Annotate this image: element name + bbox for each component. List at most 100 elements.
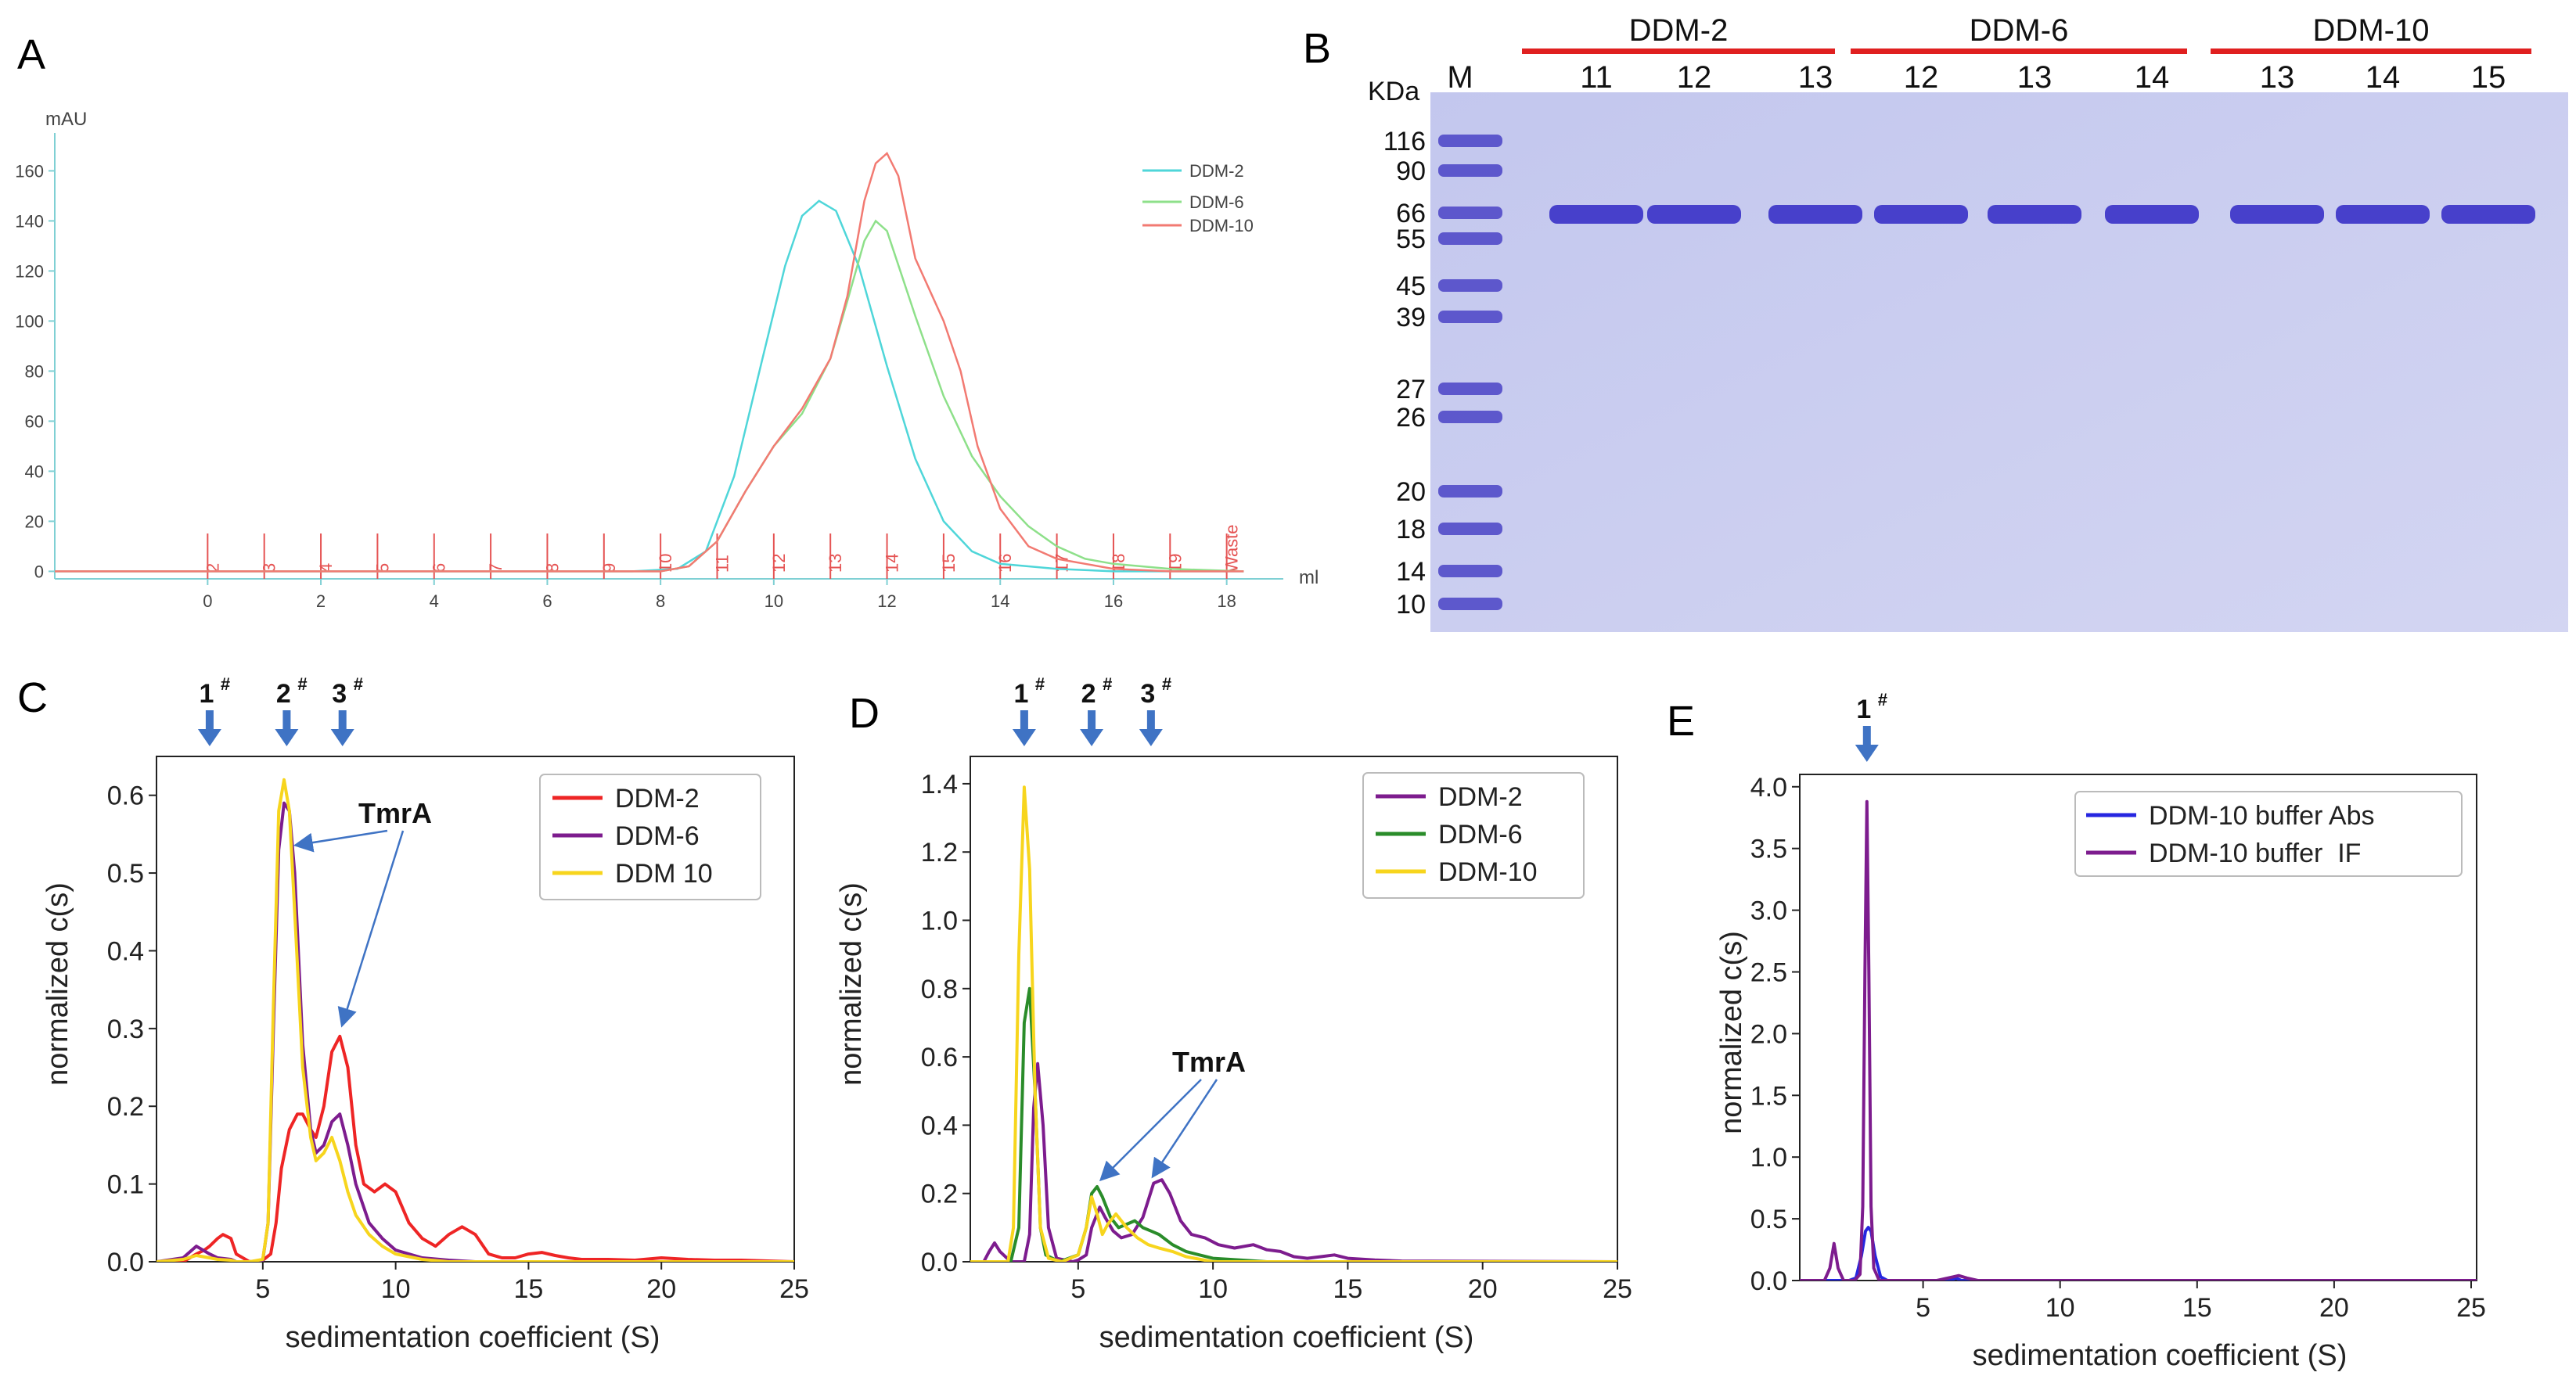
panel-d-ytick-label: 0.4 xyxy=(921,1111,958,1141)
panel-d-marker-sup: # xyxy=(1035,674,1045,694)
panel-e-ytick-label: 2.0 xyxy=(1750,1019,1787,1049)
gel-lane-label: 14 xyxy=(2366,60,2401,95)
panel-d-annotation-label: TmrA xyxy=(1172,1046,1246,1078)
gel-marker-size-label: 66 xyxy=(1396,199,1426,228)
panel-d-marker-label: 2 xyxy=(1081,679,1096,709)
panel-a-fraction-label: 5 xyxy=(372,563,392,573)
panel-e-xtick-label: 15 xyxy=(2182,1293,2212,1323)
gel-group-label: DDM-2 xyxy=(1629,13,1729,48)
panel-e-ytick-label: 0.5 xyxy=(1750,1205,1787,1234)
gel-protein-band xyxy=(2230,205,2324,224)
panel-c-marker-sup: # xyxy=(354,674,363,694)
panel-d-marker-arrow-shaft xyxy=(1146,710,1155,731)
panel-d-marker-arrow-head xyxy=(1080,729,1104,746)
panel-a-legend-label-2: DDM-6 xyxy=(1189,192,1244,212)
gel-lane-label: 14 xyxy=(2135,60,2170,95)
panel-a-xtick-label: 0 xyxy=(203,591,212,611)
gel-ladder-label: M xyxy=(1447,60,1473,95)
panel-e-legend-box xyxy=(2074,791,2463,877)
panel-a-chart: mAU ml DDM-2 DDM-6 DDM-10 02040608010012… xyxy=(15,109,1319,611)
gel-marker-size-label: 39 xyxy=(1396,303,1426,332)
gel-marker-size-label: 26 xyxy=(1396,403,1426,433)
gel-ladder-band xyxy=(1438,207,1502,219)
gel-ladder-band xyxy=(1438,279,1502,292)
panel-d-marker-label: 1 xyxy=(1013,679,1028,709)
panel-c-marker-arrow-shaft xyxy=(282,710,291,731)
panel-d-marker-arrow-head xyxy=(1012,729,1036,746)
panel-d-xtick-label: 20 xyxy=(1468,1274,1498,1304)
panel-d-marker-sup: # xyxy=(1103,674,1112,694)
panel-d-marker-label: 3 xyxy=(1140,679,1155,709)
panel-a-fraction-label: Waste xyxy=(1222,524,1242,573)
panel-c-legend: DDM-2 DDM-6 DDM 10 xyxy=(539,774,761,900)
panel-d-annotation-arrow xyxy=(1099,1079,1202,1182)
panel-c-xtick-label: 10 xyxy=(381,1274,411,1304)
panel-a-ytick-label: 60 xyxy=(25,411,44,431)
panel-d-marker-arrow-shaft xyxy=(1088,710,1096,731)
panel-a-xtick-label: 18 xyxy=(1217,591,1236,611)
panel-a-xtick-label: 4 xyxy=(430,591,439,611)
panel-c-marker-sup: # xyxy=(297,674,307,694)
panel-c-ytick-label: 0.5 xyxy=(107,859,144,889)
panel-d-ytick-label: 0.0 xyxy=(921,1248,958,1277)
panel-a-ytick-label: 0 xyxy=(34,562,44,581)
gel-protein-band xyxy=(1549,205,1643,224)
panel-d-ytick-label: 0.8 xyxy=(921,975,958,1004)
panel-c-annotation-arrow xyxy=(337,830,405,1028)
panel-a-xtick-label: 16 xyxy=(1104,591,1123,611)
gel-ladder-band xyxy=(1438,485,1502,498)
panel-a-fraction-label: 9 xyxy=(599,563,619,573)
gel-protein-band xyxy=(2441,205,2535,224)
panel-e-marker-arrow-shaft xyxy=(1862,726,1871,746)
gel-ladder-band xyxy=(1438,565,1502,577)
panel-c-marker-label: 3 xyxy=(332,679,347,709)
panel-e-xtick-label: 10 xyxy=(2045,1293,2075,1323)
panel-c-marker-label: 1 xyxy=(199,679,214,709)
gel-group-bar xyxy=(1851,48,2187,54)
gel-group-bar xyxy=(2211,48,2531,54)
panel-d-ytick-label: 1.0 xyxy=(921,907,958,936)
panel-d-xtick-label: 15 xyxy=(1333,1274,1363,1304)
panel-d-ylabel: normalized c(s) xyxy=(835,882,868,1086)
panel-a-ytick-label: 160 xyxy=(15,161,44,181)
panel-c-marker-label: 2 xyxy=(276,679,291,709)
panel-label-e: E xyxy=(1667,698,1695,745)
panel-e-marker-arrow-head xyxy=(1855,745,1879,762)
gel-unit-label: KDa xyxy=(1368,77,1419,106)
panel-a-legend-label-1: DDM-2 xyxy=(1189,161,1244,181)
panel-a-fraction-label: 12 xyxy=(769,554,789,573)
panel-a-series-line-1 xyxy=(55,199,1244,573)
gel-marker-size-label: 18 xyxy=(1396,515,1426,544)
gel-ladder-band xyxy=(1438,383,1502,395)
gel-marker-size-label: 90 xyxy=(1396,156,1426,186)
panel-a-ytick-label: 140 xyxy=(15,211,44,231)
panel-e-chart: sedimentation coefficient (S) normalized… xyxy=(1715,690,2486,1372)
panel-c-marker-sup: # xyxy=(221,674,230,694)
gel-group-bar xyxy=(1522,48,1835,54)
panel-e-xlabel: sedimentation coefficient (S) xyxy=(1973,1339,2348,1372)
panel-label-c: C xyxy=(17,674,48,721)
panel-a-ytick-label: 20 xyxy=(25,512,44,531)
panel-d-ytick-label: 0.2 xyxy=(921,1180,958,1209)
panel-a-xlabel: ml xyxy=(1299,567,1319,588)
panel-a-fraction-label: 8 xyxy=(542,563,562,573)
gel-marker-size-label: 45 xyxy=(1396,271,1426,301)
panel-d-xlabel: sedimentation coefficient (S) xyxy=(1099,1321,1474,1354)
panel-e-xtick-label: 20 xyxy=(2319,1293,2349,1323)
gel-lane-label: 15 xyxy=(2471,60,2506,95)
panel-c-ytick-label: 0.3 xyxy=(107,1015,144,1044)
panel-a-xtick-label: 10 xyxy=(765,591,783,611)
panel-c-ytick-label: 0.0 xyxy=(107,1248,144,1277)
panel-c-ytick-label: 0.2 xyxy=(107,1092,144,1122)
panel-c-xtick-label: 20 xyxy=(646,1274,676,1304)
panel-c-ytick-label: 0.6 xyxy=(107,781,144,811)
gel-lane-label: 11 xyxy=(1580,60,1613,95)
panel-a-xtick-label: 14 xyxy=(991,591,1009,611)
panel-a-fraction-label: 4 xyxy=(316,563,336,573)
panel-a-ytick-label: 80 xyxy=(25,361,44,381)
gel-ladder-band xyxy=(1438,598,1502,610)
panel-c-legend-box xyxy=(539,774,761,900)
panel-d-marker-sup: # xyxy=(1162,674,1171,694)
panel-a-series-line-3 xyxy=(55,151,1244,573)
panel-a-legend-label-3: DDM-10 xyxy=(1189,216,1254,235)
